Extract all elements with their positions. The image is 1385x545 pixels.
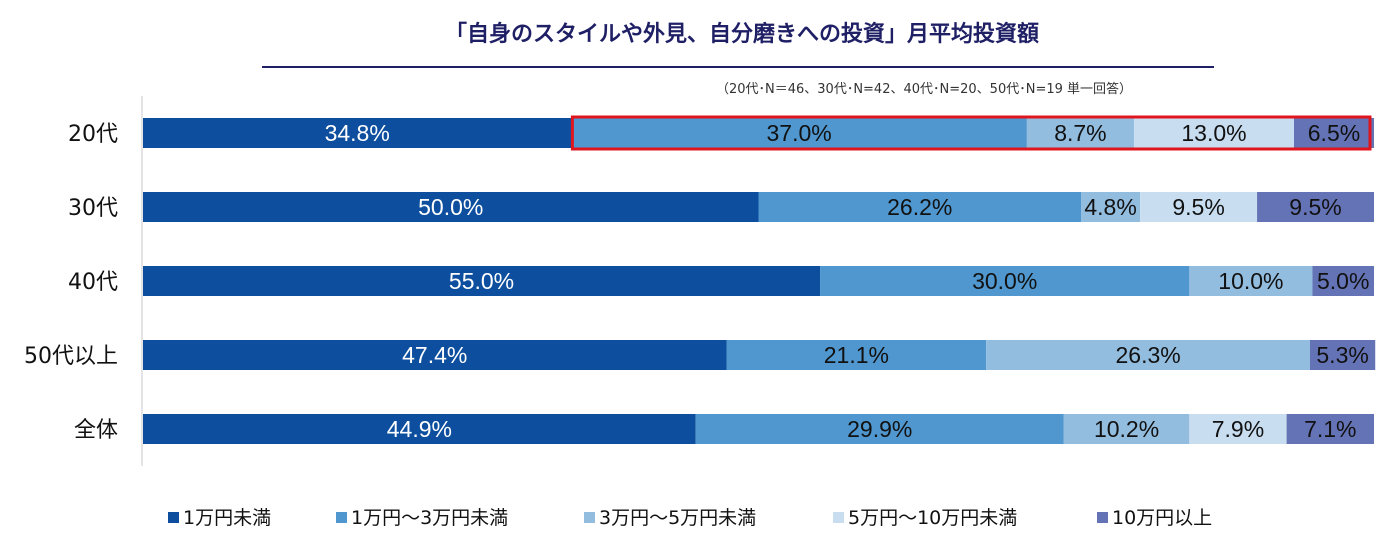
- bar-1-series-2: [571, 118, 1027, 148]
- bar-5-series-2: [695, 414, 1064, 444]
- category-label-4: 50代以上: [24, 344, 118, 369]
- bar-5-series-1: [143, 414, 696, 444]
- chart-subtitle: （20代･N＝46、30代･N=42、40代･N=20、50代･N=19 単一回…: [716, 81, 1132, 97]
- bar-3-series-1: [143, 266, 821, 296]
- legend-item-4: 5万円～10万円未満: [833, 507, 1017, 529]
- legend-swatch-1: [168, 512, 179, 523]
- highlight-group: [570, 115, 1372, 151]
- category-label-5: 全体: [74, 418, 118, 443]
- bar-1-series-1: [143, 118, 572, 148]
- data-label-3-series-2: 30.0%: [972, 268, 1037, 294]
- legend-item-5: 10万円以上: [1097, 507, 1212, 529]
- bars-group: 34.8% 37.0% 8.7% 13.0% 6.5% 50.0% 26.2% 4.8% 9.5…: [143, 118, 1376, 444]
- bar-5-series-3: [1063, 414, 1190, 444]
- category-label-2: 30代: [68, 196, 118, 221]
- legend-swatch-2: [336, 512, 347, 523]
- bar-4-series-5: [1309, 340, 1376, 370]
- bar-3-series-5: [1312, 266, 1374, 296]
- legend-label-3: 3万円～5万円未満: [599, 507, 756, 529]
- data-label-2-series-1: 50.0%: [418, 194, 483, 220]
- data-label-3-series-3: 10.0%: [1218, 268, 1283, 294]
- bar-2-series-1: [143, 192, 759, 222]
- legend-swatch-3: [584, 512, 595, 523]
- legend-item-2: 1万円～3万円未満: [336, 507, 508, 529]
- data-label-1-series-1: 34.8%: [325, 120, 390, 146]
- legend-swatch-4: [833, 512, 844, 523]
- legend: 1万円未満 1万円～3万円未満 3万円～5万円未満 5万円～10万円未満 10万円以上: [168, 507, 1212, 529]
- data-label-4-series-1: 47.4%: [402, 342, 467, 368]
- legend-label-4: 5万円～10万円未満: [848, 507, 1017, 529]
- legend-item-1: 1万円未満: [168, 507, 271, 529]
- data-label-1-series-2: 37.0%: [767, 120, 832, 146]
- data-label-2-series-4: 9.5%: [1172, 194, 1224, 220]
- bar-4-series-2: [726, 340, 987, 370]
- chart-title: 「自身のスタイルや外見、自分磨きへの投資」月平均投資額: [445, 21, 1039, 47]
- bar-3-series-2: [820, 266, 1190, 296]
- bar-3-series-3: [1189, 266, 1313, 296]
- data-label-4-series-5: 5.3%: [1316, 342, 1368, 368]
- legend-label-1: 1万円未満: [183, 507, 271, 529]
- legend-item-3: 3万円～5万円未満: [584, 507, 756, 529]
- data-label-5-series-1: 44.9%: [387, 416, 452, 442]
- legend-swatch-5: [1097, 512, 1108, 523]
- data-label-3-series-5: 5.0%: [1317, 268, 1369, 294]
- data-label-3-series-1: 55.0%: [449, 268, 514, 294]
- bar-4-series-1: [143, 340, 727, 370]
- bar-1-series-5: [1293, 118, 1375, 148]
- data-label-5-series-4: 7.9%: [1212, 416, 1264, 442]
- data-label-4-series-3: 26.3%: [1116, 342, 1181, 368]
- bar-1-series-3: [1026, 118, 1134, 148]
- highlight-box: [570, 115, 1372, 151]
- data-label-1-series-4: 13.0%: [1181, 120, 1246, 146]
- data-label-4-series-2: 21.1%: [824, 342, 889, 368]
- bar-2-series-2: [758, 192, 1082, 222]
- bar-2-series-3: [1081, 192, 1141, 222]
- legend-label-5: 10万円以上: [1112, 507, 1212, 529]
- data-label-2-series-5: 9.5%: [1289, 194, 1341, 220]
- category-label-3: 40代: [68, 270, 118, 295]
- bar-1-series-4: [1133, 118, 1294, 148]
- data-label-5-series-2: 29.9%: [847, 416, 912, 442]
- bar-5-series-4: [1189, 414, 1287, 444]
- data-label-1-series-3: 8.7%: [1054, 120, 1106, 146]
- data-label-1-series-5: 6.5%: [1308, 120, 1360, 146]
- bar-5-series-5: [1286, 414, 1374, 444]
- data-label-2-series-3: 4.8%: [1084, 194, 1136, 220]
- data-label-2-series-2: 26.2%: [887, 194, 952, 220]
- data-label-5-series-5: 7.1%: [1304, 416, 1356, 442]
- legend-label-2: 1万円～3万円未満: [351, 507, 508, 529]
- bar-4-series-3: [986, 340, 1310, 370]
- data-label-5-series-3: 10.2%: [1094, 416, 1159, 442]
- bar-2-series-5: [1257, 192, 1375, 222]
- bar-2-series-4: [1140, 192, 1258, 222]
- category-label-1: 20代: [68, 122, 118, 147]
